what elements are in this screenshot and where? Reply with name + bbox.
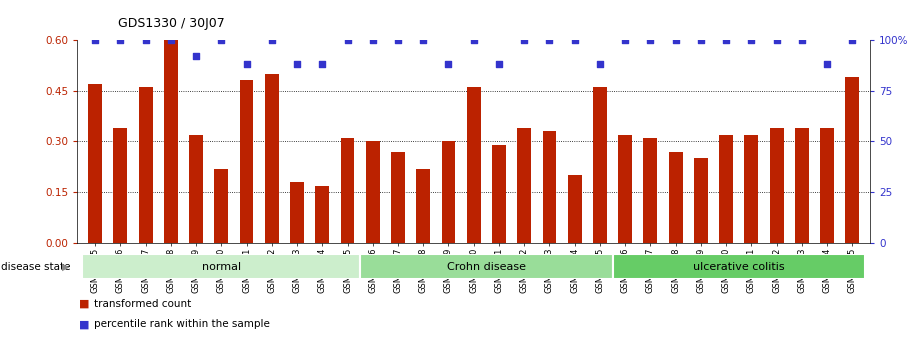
Point bbox=[542, 37, 557, 42]
Point bbox=[138, 37, 153, 42]
Bar bbox=[265, 73, 279, 243]
Bar bbox=[845, 77, 859, 243]
Point bbox=[87, 37, 102, 42]
Point bbox=[290, 61, 304, 67]
Bar bbox=[416, 169, 430, 243]
Point bbox=[794, 37, 809, 42]
Text: percentile rank within the sample: percentile rank within the sample bbox=[94, 319, 270, 329]
Point bbox=[568, 37, 582, 42]
Bar bbox=[214, 169, 229, 243]
Bar bbox=[189, 135, 203, 243]
Bar bbox=[593, 87, 607, 243]
Bar bbox=[669, 152, 682, 243]
Point bbox=[769, 37, 783, 42]
Point bbox=[416, 37, 431, 42]
Bar bbox=[366, 141, 380, 243]
Bar bbox=[290, 182, 304, 243]
Bar bbox=[770, 128, 783, 243]
Bar bbox=[442, 141, 456, 243]
Bar bbox=[543, 131, 557, 243]
Point bbox=[365, 37, 380, 42]
Text: transformed count: transformed count bbox=[94, 299, 191, 308]
Bar bbox=[568, 175, 581, 243]
Point bbox=[618, 37, 632, 42]
Point bbox=[719, 37, 733, 42]
Bar bbox=[391, 152, 404, 243]
Bar bbox=[240, 80, 253, 243]
Point bbox=[164, 37, 179, 42]
Text: ▶: ▶ bbox=[62, 262, 69, 272]
FancyBboxPatch shape bbox=[360, 254, 612, 279]
Bar bbox=[643, 138, 658, 243]
Bar bbox=[113, 128, 128, 243]
Bar bbox=[88, 84, 102, 243]
Text: ■: ■ bbox=[79, 319, 90, 329]
Bar bbox=[619, 135, 632, 243]
Bar bbox=[744, 135, 758, 243]
Point bbox=[593, 61, 608, 67]
FancyBboxPatch shape bbox=[612, 254, 865, 279]
Point bbox=[189, 53, 203, 59]
Point bbox=[340, 37, 354, 42]
Point bbox=[845, 37, 860, 42]
Bar bbox=[820, 128, 834, 243]
Text: ulcerative colitis: ulcerative colitis bbox=[693, 262, 784, 272]
Point bbox=[240, 61, 254, 67]
Bar bbox=[315, 186, 329, 243]
Bar bbox=[466, 87, 481, 243]
Point bbox=[113, 37, 128, 42]
Point bbox=[517, 37, 531, 42]
Point bbox=[820, 61, 834, 67]
Bar bbox=[492, 145, 506, 243]
Point bbox=[693, 37, 708, 42]
Point bbox=[669, 37, 683, 42]
Bar bbox=[341, 138, 354, 243]
Bar bbox=[138, 87, 152, 243]
Text: Crohn disease: Crohn disease bbox=[446, 262, 526, 272]
Point bbox=[214, 37, 229, 42]
Point bbox=[466, 37, 481, 42]
Point bbox=[391, 37, 405, 42]
Bar bbox=[517, 128, 531, 243]
Text: normal: normal bbox=[201, 262, 241, 272]
Point bbox=[744, 37, 759, 42]
Point bbox=[264, 37, 279, 42]
FancyBboxPatch shape bbox=[83, 254, 360, 279]
Point bbox=[643, 37, 658, 42]
Bar bbox=[164, 40, 178, 243]
Point bbox=[315, 61, 330, 67]
Text: ■: ■ bbox=[79, 299, 90, 308]
Point bbox=[441, 61, 456, 67]
Bar bbox=[694, 158, 708, 243]
Point bbox=[492, 61, 507, 67]
Bar bbox=[795, 128, 809, 243]
Text: GDS1330 / 30J07: GDS1330 / 30J07 bbox=[118, 17, 225, 30]
Bar bbox=[719, 135, 733, 243]
Text: disease state: disease state bbox=[1, 262, 70, 272]
